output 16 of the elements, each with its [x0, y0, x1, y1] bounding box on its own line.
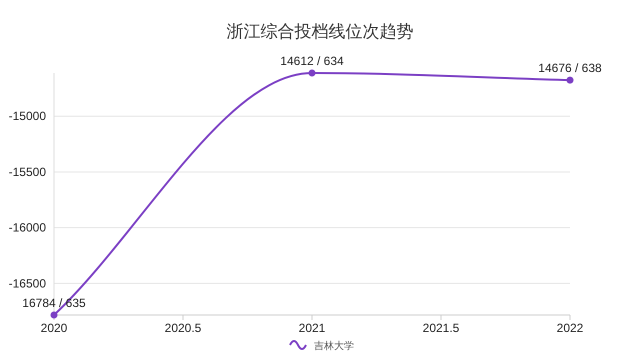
- legend-label: 吉林大学: [314, 340, 354, 352]
- x-tick-label: 2021.5: [422, 321, 460, 335]
- annotation: 16784 / 635: [22, 296, 86, 310]
- point: [566, 76, 574, 84]
- x-tick-label: 2020: [40, 321, 68, 335]
- y-tick-label: -16000: [8, 220, 46, 235]
- point: [308, 70, 316, 76]
- x-tick-label: 2020.5: [164, 321, 202, 335]
- chart-title: 浙江综合投档线位次趋势: [226, 22, 414, 41]
- x-tick-label: 2021: [298, 321, 326, 335]
- y-tick-label: -16500: [8, 276, 46, 290]
- annotation: 14676 / 638: [538, 61, 602, 76]
- y-tick-label: -15000: [8, 109, 46, 124]
- y-tick-label: -15500: [8, 164, 46, 179]
- x-tick-label: 2022: [556, 321, 584, 335]
- annotation: 14612 / 634: [280, 54, 344, 68]
